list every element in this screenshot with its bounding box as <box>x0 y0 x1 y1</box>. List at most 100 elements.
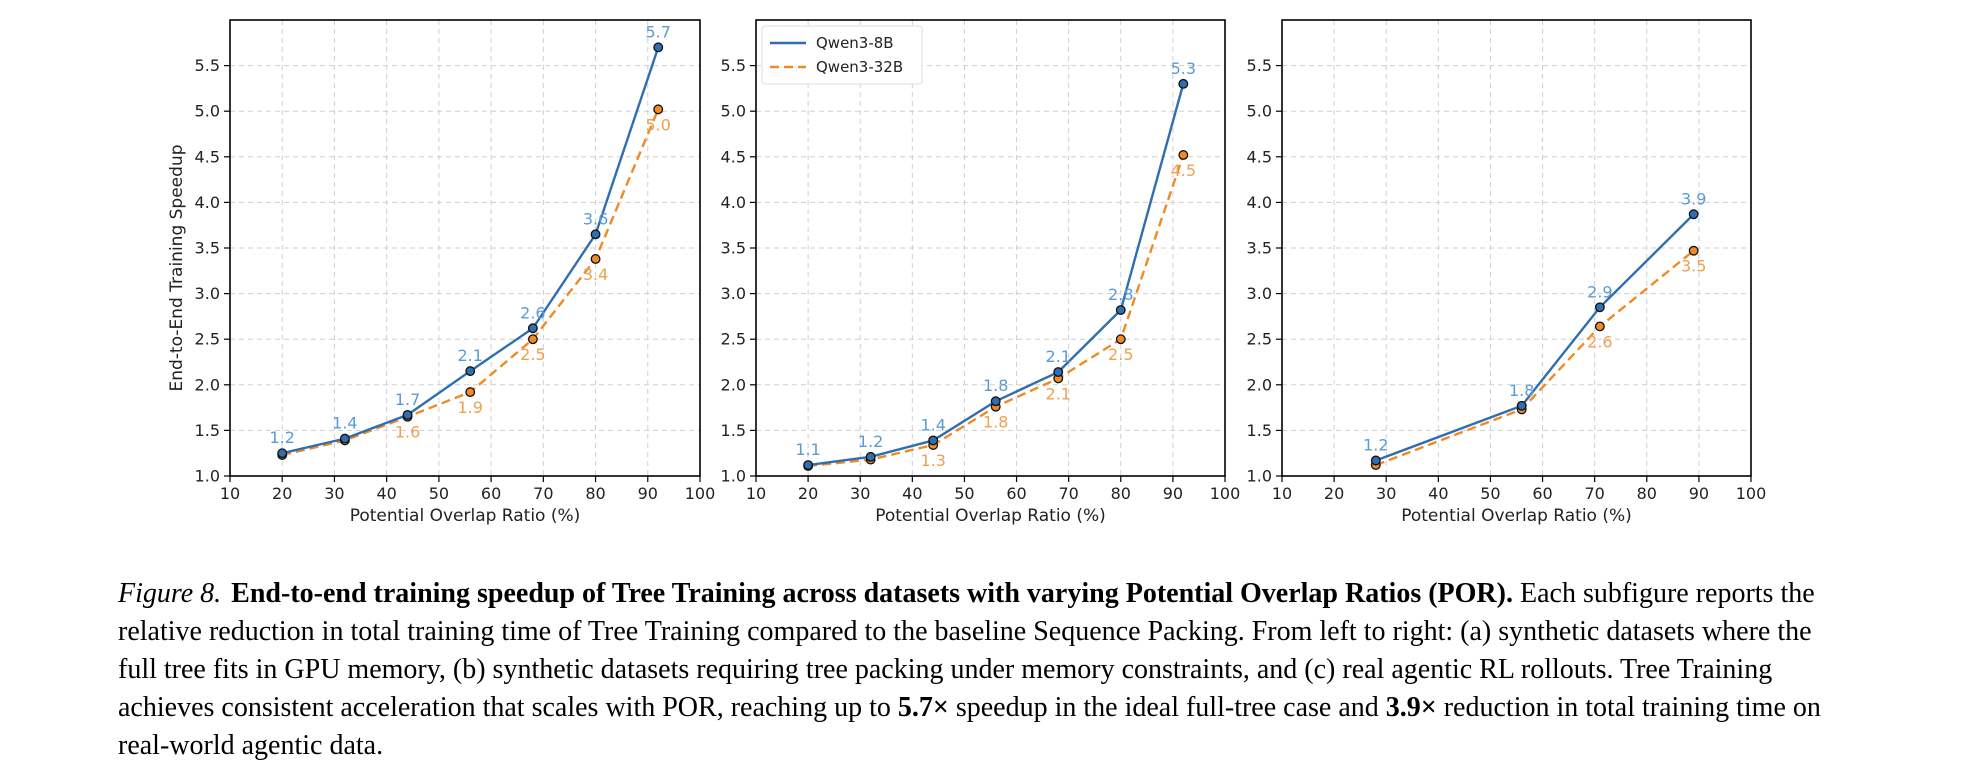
data-label-qwen3-32b: 1.3 <box>920 451 945 470</box>
data-label-qwen3-8b: 3.9 <box>1681 189 1706 208</box>
y-tick-label: 3.0 <box>1247 284 1272 303</box>
data-point-qwen3-8b <box>465 366 476 377</box>
data-label-qwen3-8b: 5.3 <box>1171 59 1196 78</box>
x-tick-label: 20 <box>272 484 292 503</box>
caption-label: Figure 8. <box>118 578 222 609</box>
data-label-qwen3-32b: 4.5 <box>1171 161 1196 180</box>
legend-label-qwen3-8b: Qwen3-8B <box>816 34 894 52</box>
plot-frame <box>229 19 701 477</box>
data-label-qwen3-8b: 2.1 <box>1046 347 1071 366</box>
y-tick-label: 5.5 <box>1247 56 1272 75</box>
x-tick-label: 70 <box>533 484 553 503</box>
plot-frame <box>1281 19 1752 477</box>
x-tick-label: 10 <box>746 484 766 503</box>
data-label-qwen3-32b: 1.8 <box>983 413 1008 432</box>
data-label-qwen3-8b: 1.1 <box>795 440 820 459</box>
y-tick-label: 1.5 <box>1247 421 1272 440</box>
data-point-qwen3-32b <box>465 387 476 398</box>
y-tick-label: 3.5 <box>195 239 220 258</box>
x-tick-label: 50 <box>1480 484 1500 503</box>
data-label-qwen3-8b: 1.2 <box>269 428 294 447</box>
legend-label-qwen3-32b: Qwen3-32B <box>816 58 903 76</box>
x-tick-label: 80 <box>585 484 605 503</box>
x-tick-label: 100 <box>1210 484 1241 503</box>
y-tick-label: 5.0 <box>1247 102 1272 121</box>
data-label-qwen3-32b: 2.1 <box>1046 384 1071 403</box>
y-tick-label: 5.0 <box>195 102 220 121</box>
data-label-qwen3-8b: 2.8 <box>1108 285 1133 304</box>
legend: Qwen3-8B Qwen3-32B <box>761 25 923 85</box>
x-tick-label: 20 <box>1324 484 1344 503</box>
x-tick-label: 50 <box>429 484 449 503</box>
caption-body-2: speedup in the ideal full-tree case and <box>948 692 1386 723</box>
data-point-qwen3-32b <box>1688 245 1699 256</box>
y-tick-label: 4.0 <box>195 193 220 212</box>
x-tick-label: 60 <box>481 484 501 503</box>
x-tick-label: 10 <box>220 484 240 503</box>
data-label-qwen3-8b: 2.1 <box>457 346 482 365</box>
caption-bold-2: 3.9× <box>1385 692 1437 723</box>
data-label-qwen3-8b: 5.7 <box>645 22 670 41</box>
data-point-qwen3-8b <box>277 448 288 459</box>
figure-8-charts: 10 20 30 40 50 60 70 80 90 100 1.0 1.5 2.0 2.5 3.0 3.5 4… <box>167 19 1766 526</box>
data-point-qwen3-32b <box>527 334 538 345</box>
data-point-qwen3-8b <box>1516 400 1527 411</box>
x-tick-label: 40 <box>902 484 922 503</box>
x-tick-label: 80 <box>1111 484 1131 503</box>
plot-frame <box>755 19 1226 477</box>
x-tick-label: 70 <box>1584 484 1604 503</box>
data-label-qwen3-32b: 1.6 <box>395 423 420 442</box>
x-tick-label: 100 <box>685 484 716 503</box>
data-point-qwen3-8b <box>339 433 350 444</box>
data-point-qwen3-32b <box>1594 321 1605 332</box>
data-label-qwen3-32b: 1.9 <box>457 398 482 417</box>
legend-box <box>761 25 923 85</box>
series-line-qwen3-32b <box>1375 249 1695 467</box>
x-tick-label: 30 <box>850 484 870 503</box>
data-point-qwen3-32b <box>653 104 664 115</box>
y-tick-label: 1.5 <box>195 421 220 440</box>
x-axis-label: Potential Overlap Ratio (%) <box>350 506 581 526</box>
data-point-qwen3-8b <box>990 396 1001 407</box>
data-point-qwen3-8b <box>1053 367 1064 377</box>
x-tick-label: 40 <box>1428 484 1448 503</box>
x-tick-label: 50 <box>954 484 974 503</box>
caption-bold-1: 5.7× <box>897 692 949 723</box>
data-label-qwen3-8b: 2.9 <box>1587 282 1612 301</box>
data-point-qwen3-8b <box>1115 305 1126 315</box>
x-tick-label: 80 <box>1637 484 1657 503</box>
y-tick-label: 1.0 <box>195 467 220 486</box>
x-tick-label: 90 <box>638 484 658 503</box>
data-label-qwen3-8b: 1.2 <box>858 432 883 451</box>
y-tick-label: 3.5 <box>1247 239 1272 258</box>
y-tick-label: 2.0 <box>195 375 220 394</box>
data-label-qwen3-8b: 1.8 <box>983 376 1008 395</box>
data-label-qwen3-8b: 1.7 <box>395 390 420 409</box>
y-axis-label: End-to-End Training Speedup <box>167 144 187 391</box>
data-point-qwen3-8b <box>653 42 664 53</box>
x-tick-label: 90 <box>1689 484 1709 503</box>
x-tick-label: 60 <box>1532 484 1552 503</box>
caption-body-3: reduction in total training time on real… <box>118 692 1821 761</box>
y-tick-label: 2.5 <box>1247 330 1272 349</box>
y-tick-label: 1.5 <box>721 421 746 440</box>
data-label-qwen3-32b: 3.5 <box>1681 257 1706 276</box>
y-tick-label: 5.0 <box>721 102 746 121</box>
chart-panel-c: 10 20 30 40 50 60 70 80 90 100 1.0 1.5 2.0 2.5 3.0 3.5 4… <box>1247 19 1766 526</box>
data-point-qwen3-8b <box>590 229 601 240</box>
data-label-qwen3-32b: 2.6 <box>1587 332 1612 351</box>
data-point-qwen3-32b <box>1178 150 1189 160</box>
data-point-qwen3-8b <box>527 323 538 334</box>
data-label-qwen3-8b: 1.4 <box>332 414 357 433</box>
y-tick-label: 2.5 <box>721 330 746 349</box>
y-tick-label: 1.0 <box>721 467 746 486</box>
data-label-qwen3-8b: 1.8 <box>1509 381 1534 400</box>
y-tick-label: 4.0 <box>1247 193 1272 212</box>
data-point-qwen3-8b <box>1688 209 1699 220</box>
x-tick-label: 90 <box>1163 484 1183 503</box>
y-tick-label: 2.5 <box>195 330 220 349</box>
data-label-qwen3-32b: 2.5 <box>1108 345 1133 364</box>
x-tick-label: 20 <box>798 484 818 503</box>
figure-caption: Figure 8. End-to-end training speedup of … <box>118 575 1848 765</box>
x-tick-label: 30 <box>324 484 344 503</box>
